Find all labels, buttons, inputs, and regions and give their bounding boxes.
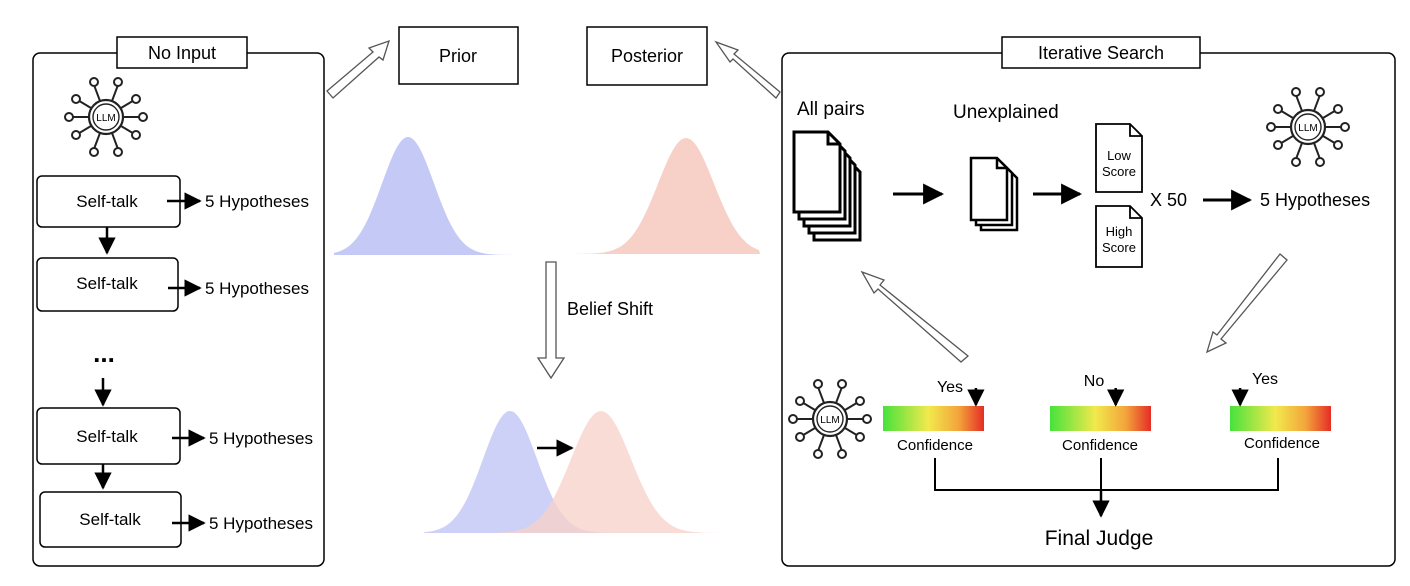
confidence-label-1: Confidence xyxy=(897,437,973,454)
prior-distribution xyxy=(334,137,545,255)
multiplier-label: X 50 xyxy=(1150,190,1187,210)
posterior-distribution xyxy=(547,138,760,254)
confidence-bar-1 xyxy=(883,406,984,431)
belief-shift-label: Belief Shift xyxy=(567,299,653,319)
judges-to-all-pairs-hollow-arrow xyxy=(860,270,970,363)
judge-llm-icon: LLM xyxy=(787,378,873,460)
confidence-bar-2 xyxy=(1050,406,1151,431)
right-llm-icon: LLM xyxy=(1265,86,1351,168)
no-input-title: No Input xyxy=(148,43,216,63)
llm-icon: LLM xyxy=(63,76,149,158)
iterative-search-title: Iterative Search xyxy=(1038,43,1164,63)
judge-2: No Confidence xyxy=(1050,373,1151,454)
posterior-box xyxy=(586,26,708,86)
judge-combiner-lines xyxy=(934,458,1279,491)
posterior-label: Posterior xyxy=(611,46,683,66)
self-talk-label-1: Self-talk xyxy=(76,192,138,211)
to-posterior-hollow-arrow xyxy=(714,40,781,99)
to-prior-hollow-arrow xyxy=(326,39,391,99)
no-input-title-box xyxy=(116,36,248,69)
self-talk-box-3 xyxy=(36,407,181,465)
right-hypotheses-label: 5 Hypotheses xyxy=(1260,190,1370,210)
hypotheses-label-2: 5 Hypotheses xyxy=(205,279,309,298)
confidence-label-2: Confidence xyxy=(1062,437,1138,454)
judge-llm-icon-label: LLM xyxy=(820,415,839,426)
high-score-line2: Score xyxy=(1102,240,1136,255)
high-score-line1: High xyxy=(1106,224,1133,239)
hypotheses-label-3: 5 Hypotheses xyxy=(209,429,313,448)
judge-answer-3: Yes xyxy=(1252,371,1278,388)
low-score-line1: Low xyxy=(1107,148,1131,163)
unexplained-document-stack-icon xyxy=(969,156,1019,232)
high-score-document-icon xyxy=(1095,205,1143,268)
self-talk-label-4: Self-talk xyxy=(79,510,141,529)
llm-icon-label: LLM xyxy=(96,113,115,124)
self-talk-box-2 xyxy=(36,257,179,312)
judge-answer-2: No xyxy=(1084,373,1105,390)
hypotheses-to-judges-hollow-arrow xyxy=(1205,253,1288,354)
all-pairs-label: All pairs xyxy=(797,99,865,120)
low-score-line2: Score xyxy=(1102,164,1136,179)
shifted-prior-distribution xyxy=(424,411,650,533)
iterative-search-title-box xyxy=(1001,36,1201,69)
final-judge-label: Final Judge xyxy=(1045,527,1154,550)
belief-shift-hollow-arrow xyxy=(536,261,566,380)
confidence-label-3: Confidence xyxy=(1244,435,1320,452)
all-pairs-document-stack-icon xyxy=(792,130,862,242)
self-talk-label-2: Self-talk xyxy=(76,274,138,293)
prior-box xyxy=(398,26,519,85)
judge-3: Yes Confidence xyxy=(1230,371,1331,452)
prior-label: Prior xyxy=(439,46,477,66)
ellipsis: ... xyxy=(93,338,115,368)
self-talk-label-3: Self-talk xyxy=(76,427,138,446)
judge-answer-1: Yes xyxy=(937,379,963,396)
unexplained-label: Unexplained xyxy=(953,102,1059,123)
right-llm-icon-label: LLM xyxy=(1298,123,1317,134)
judge-1: Yes Confidence xyxy=(883,379,985,454)
low-score-document-icon xyxy=(1095,123,1143,193)
shifted-posterior-distribution xyxy=(500,411,718,533)
hypotheses-label-1: 5 Hypotheses xyxy=(205,192,309,211)
hypotheses-label-4: 5 Hypotheses xyxy=(209,514,313,533)
confidence-bar-3 xyxy=(1230,406,1331,431)
self-talk-box-4 xyxy=(39,491,182,548)
